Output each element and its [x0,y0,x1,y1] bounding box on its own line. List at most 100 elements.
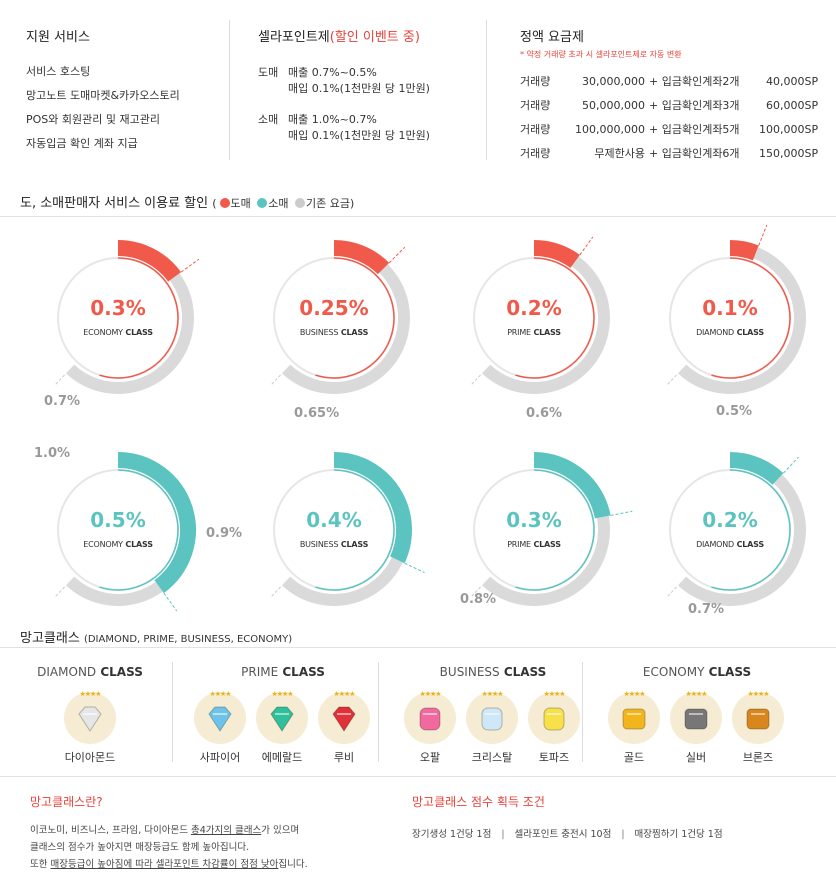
class-main: PRIME [507,540,531,549]
class-group-main: BUSINESS [439,665,500,679]
bronze-icon [746,708,770,730]
donut-chart: 0.3% PRIME CLASS 0.8% [446,442,646,642]
plan-amount: 무제한사용 [594,147,645,160]
discount-leader-line [758,224,768,246]
discount-charts: 0.3% ECONOMY CLASS 0.7% 0.25% BUSINESS CLASS… [0,220,836,620]
discount-thin-arc [515,469,595,591]
class-name: DIAMOND CLASS [642,328,818,337]
section-divider [0,216,836,217]
plan-label: 거래량 [520,75,551,88]
legend-base: 기존 요금 [306,197,351,210]
stars-icon: ★★★★ [333,690,355,698]
gem-name: 실버 [685,751,707,764]
discount-thin-arc [99,257,179,379]
base-leader-line [666,586,677,598]
legend-close: ) [350,197,355,210]
class-name: DIAMOND CLASS [642,540,818,549]
gem-name: 루비 [333,751,355,764]
class-group-title: BUSINESS CLASS [390,665,596,685]
discount-arc [729,452,784,486]
about-line-2: 클래스의 점수가 높아지면 매장등급도 함께 높아집니다. [30,842,250,853]
plan-row: 거래량 50,000,000 + 입금확인계좌3개 60,000SP [520,93,818,117]
class-suffix: CLASS [734,540,765,549]
class-name: ECONOMY CLASS [30,540,206,549]
services-list: 서비스 호스팅 망고노트 도매마켓&카카오스토리 POS와 회원관리 및 재고관… [26,64,226,160]
donut-chart: 0.2% DIAMOND CLASS 0.7% [642,442,836,642]
retail-sales: 매출 1.0%~0.7% [288,113,377,126]
gem-name: 다이아몬드 [64,751,116,764]
gem-circle: ★★★★ [528,690,580,744]
score-item: 매장찜하기 1건당 1점 [634,829,723,840]
class-main: BUSINESS [299,328,339,337]
class-group-suffix: CLASS [278,665,325,679]
donut-chart: 0.4% BUSINESS CLASS 0.9% [206,442,446,642]
donut-svg [54,452,196,612]
base-fee-value: 0.9% [206,526,243,541]
plan-accounts: + 입금확인계좌2개 [649,75,740,88]
base-fee-ring [677,242,806,394]
gem-badge: ★★★★ 다이아몬드 [60,690,120,765]
donut-chart: 0.5% ECONOMY CLASS 1.0% [30,442,230,642]
class-name: ECONOMY CLASS [30,328,206,337]
stars-icon: ★★★★ [685,690,707,698]
section-divider [0,647,836,648]
class-group-main: DIAMOND [37,665,97,679]
discount-arc [117,452,196,594]
class-group-title: DIAMOND CLASS [30,665,150,685]
class-group: BUSINESS CLASS [390,665,596,685]
donut-svg [270,452,425,606]
stars-icon: ★★★★ [79,690,101,698]
score-items: 장기생성 1건당 1점 | 셀라포인트 충전시 10점 | 매장찜하기 1건당 1점 [412,826,832,840]
discount-thin-arc [99,469,179,591]
mango-class-title-text: 망고클래스 [20,631,80,646]
class-main: PRIME [507,328,531,337]
stars-icon: ★★★★ [481,690,503,698]
donut-svg [666,224,806,394]
about-section: 망고클래스란? 이코노미, 비즈니스, 프라임, 다이아몬드 총4가지의 클래스… [30,793,410,873]
points-title: 셀라포인트제(할인 이벤트 중) [258,26,478,45]
gem-badge: ★★★★ 골드 [604,690,664,765]
emerald-icon-shape [270,706,294,732]
score-item: 장기생성 1건당 1점 [412,829,492,840]
class-main: DIAMOND [696,328,734,337]
class-groups: DIAMOND CLASS ★★★★ 다이아몬드 PRIME CLASS ★★★★ 사파이… [0,650,836,776]
donut-svg [54,240,200,394]
ruby-icon [332,706,356,732]
legend: (도매 소매 기존 요금) [212,197,354,210]
donut-svg [470,452,633,606]
discount-thin-arc [315,469,395,591]
discount-arc [533,452,611,519]
gem-badge: ★★★★ 토파즈 [524,690,584,765]
event-badge: (할인 이벤트 중) [329,30,420,45]
discount-leader-line [163,592,178,612]
gem-badge: ★★★★ 오팔 [400,690,460,765]
base-leader-line [470,586,481,598]
class-main: ECONOMY [83,540,123,549]
plan-accounts: + 입금확인계좌6개 [649,147,740,160]
sapphire-icon-shape [208,706,232,732]
discount-arc [533,240,580,269]
base-leader-line [270,586,281,598]
class-group: DIAMOND CLASS [30,665,150,685]
gem-badge: ★★★★ 사파이어 [190,690,250,765]
section-divider [0,776,836,777]
score-section: 망고클래스 점수 획득 조건 장기생성 1건당 1점 | 셀라포인트 충전시 10점… [412,793,832,840]
discount-leader-line [404,562,425,574]
plans-title: 정액 요금제 [520,30,584,45]
gem-circle: ★★★★ [466,690,518,744]
opal-icon [419,707,441,731]
class-group-suffix: CLASS [96,665,143,679]
discount-title: 도, 소매판매자 서비스 이용료 할인 (도매 소매 기존 요금) [20,192,354,211]
stars-icon: ★★★★ [419,690,441,698]
plan-label: 거래량 [520,147,551,160]
legend-open: ( [212,197,217,210]
legend-wholesale: 도매 [230,197,251,210]
class-name: PRIME CLASS [446,540,622,549]
donut-chart: 0.2% PRIME CLASS 0.6% [446,230,646,430]
class-group-suffix: CLASS [704,665,752,679]
gem-badge: ★★★★ 에메랄드 [252,690,312,765]
class-name: BUSINESS CLASS [246,328,422,337]
service-item: 서비스 호스팅 [26,65,91,78]
base-fee-value: 1.0% [34,446,71,461]
gem-name: 사파이어 [199,751,241,764]
